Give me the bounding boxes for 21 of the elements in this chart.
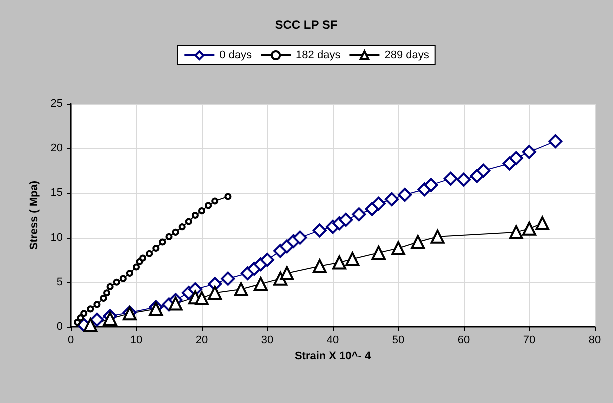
y-tick-label: 20 [50, 142, 63, 155]
y-tick-label: 15 [50, 187, 63, 200]
y-tick-label: 0 [56, 321, 63, 333]
y-axis-title: Stress ( Mpa) [28, 180, 40, 250]
legend-label: 182 days [296, 50, 342, 62]
x-tick-label: 50 [392, 334, 405, 346]
chart-title: SCC LP SF [275, 18, 338, 32]
x-tick-label: 30 [261, 334, 274, 346]
legend-label: 0 days [220, 50, 253, 62]
x-tick-label: 40 [326, 334, 340, 346]
x-tick-label: 80 [588, 334, 602, 346]
x-tick-label: 70 [523, 334, 536, 346]
y-tick-label: 5 [56, 276, 63, 288]
x-tick-label: 20 [196, 334, 208, 346]
x-tick-label: 10 [130, 334, 143, 346]
legend-label: 289 days [384, 50, 430, 62]
x-tick-label: 60 [458, 334, 470, 346]
y-tick-label: 10 [50, 232, 63, 244]
y-tick-label: 25 [50, 98, 63, 110]
x-tick-label: 0 [68, 334, 74, 346]
x-axis-title: Strain X 10^- 4 [294, 350, 372, 362]
